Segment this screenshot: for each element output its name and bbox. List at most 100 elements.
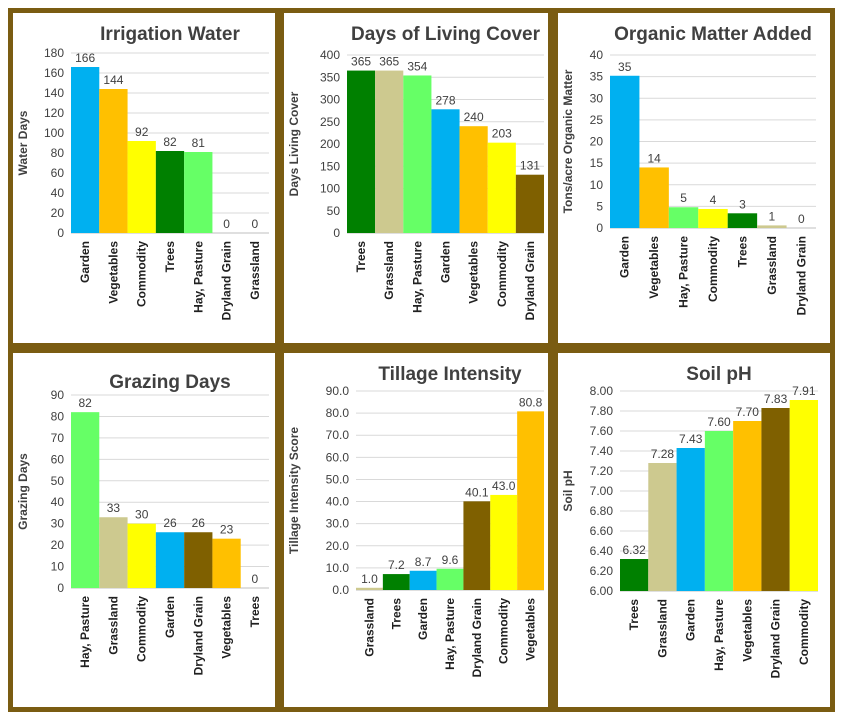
- data-label: 40.1: [465, 485, 489, 499]
- y-tick-label: 80.0: [326, 406, 350, 420]
- y-tick-label: 50: [327, 204, 341, 218]
- data-label: 7.83: [764, 392, 788, 406]
- bar-garden: [155, 532, 185, 588]
- chart-title: Irrigation Water: [100, 24, 240, 45]
- x-category-label: Trees: [354, 241, 368, 273]
- data-label: 278: [435, 93, 455, 107]
- chart-panel-tillage-intensity: Tillage Intensity 0.0 10.0 20.0 30.0 40.0 50.0…: [279, 348, 553, 712]
- data-label: 14: [647, 151, 661, 165]
- bar-commodity: [698, 208, 728, 228]
- data-label: 7.2: [388, 558, 405, 572]
- data-label: 81: [192, 136, 206, 150]
- y-tick-label: 400: [320, 48, 340, 62]
- y-tick-label: 90: [51, 388, 65, 402]
- x-category-label: Trees: [163, 241, 177, 273]
- x-category-label: Vegetables: [220, 596, 234, 659]
- bar-dryland-grain: [463, 501, 491, 590]
- chart-panel-soil-ph: Soil pH 6.00 6.20 6.40 6.60 6.80 7.00 7.20 7.40 7…: [553, 348, 835, 712]
- chart-days-of-living-cover: Days of Living Cover 0 50 100 150 200 250 300 35…: [287, 24, 544, 320]
- data-label: 365: [351, 55, 371, 69]
- y-axis-label: Water Days: [16, 110, 30, 175]
- bar-hay-pasture: [403, 75, 432, 233]
- bar-vegetables: [212, 538, 241, 588]
- data-label: 1.0: [361, 572, 378, 586]
- x-category-label: Garden: [163, 596, 177, 638]
- x-category-label: Commodity: [706, 236, 720, 302]
- bar-hay-pasture: [704, 431, 734, 591]
- bar-hay-pasture: [668, 207, 699, 228]
- y-tick-label: 0: [57, 226, 64, 240]
- y-tick-label: 6.20: [590, 564, 614, 578]
- y-tick-label: 35: [590, 70, 604, 84]
- chart-tillage-intensity: Tillage Intensity 0.0 10.0 20.0 30.0 40.0 50.0…: [287, 364, 544, 677]
- bar-hay-pasture: [184, 152, 213, 233]
- x-category-label: Hay, Pasture: [443, 598, 457, 670]
- bar-grassland: [757, 225, 787, 228]
- x-category-label: Trees: [248, 596, 262, 628]
- y-tick-label: 40: [590, 48, 604, 62]
- data-label: 35: [618, 60, 632, 74]
- y-tick-label: 10.0: [326, 561, 350, 575]
- bar-vegetables: [99, 89, 128, 233]
- chart-panel-grazing-days: Grazing Days 0 10 20 30 40 50 60 70 80 90 Grazing D…: [8, 348, 280, 712]
- bar-grassland: [356, 587, 383, 590]
- y-tick-label: 40: [51, 186, 65, 200]
- chart-soil-ph: Soil pH 6.00 6.20 6.40 6.60 6.80 7.00 7.20 7.40 7…: [561, 364, 818, 678]
- y-tick-label: 0: [57, 581, 64, 595]
- y-tick-label: 7.80: [590, 404, 614, 418]
- bar-vegetables: [459, 126, 488, 233]
- data-label: 43.0: [492, 479, 516, 493]
- y-axis-label: Tons/acre Organic Matter: [561, 69, 575, 213]
- y-tick-label: 140: [44, 86, 64, 100]
- x-category-label: Grassland: [106, 596, 120, 655]
- x-category-label: Grassland: [655, 599, 669, 658]
- bar-vegetables: [517, 411, 544, 590]
- x-category-label: Commodity: [495, 241, 509, 307]
- data-label: 7.60: [707, 415, 731, 429]
- y-tick-label: 80: [51, 146, 65, 160]
- y-tick-label: 6.60: [590, 524, 614, 538]
- bar-dryland-grain: [515, 174, 544, 233]
- y-tick-label: 70: [51, 431, 65, 445]
- x-category-label: Hay, Pasture: [410, 241, 424, 313]
- bar-trees: [347, 70, 376, 233]
- data-label: 82: [78, 396, 92, 410]
- bar-trees: [155, 151, 185, 233]
- x-category-label: Dryland Grain: [191, 596, 205, 675]
- y-tick-label: 40: [51, 495, 65, 509]
- data-label: 1: [769, 209, 776, 223]
- x-category-label: Dryland Grain: [769, 599, 783, 678]
- y-tick-label: 100: [320, 182, 340, 196]
- y-tick-label: 10: [51, 560, 65, 574]
- chart-grazing-days: Grazing Days 0 10 20 30 40 50 60 70 80 90 Grazing D…: [16, 372, 269, 675]
- y-tick-label: 20: [51, 538, 65, 552]
- data-label: 7.28: [651, 447, 675, 461]
- bar-grassland: [648, 463, 677, 591]
- bar-commodity: [789, 400, 818, 591]
- bar-trees: [620, 559, 649, 591]
- x-category-label: Garden: [416, 598, 430, 640]
- bar-hay-pasture: [436, 568, 464, 590]
- x-category-label: Commodity: [135, 596, 149, 662]
- x-category-label: Hay, Pasture: [712, 599, 726, 671]
- data-label: 30: [135, 508, 149, 522]
- bar-garden: [71, 67, 100, 233]
- data-label: 203: [492, 127, 512, 141]
- x-category-label: Dryland Grain: [220, 241, 234, 320]
- bar-garden: [610, 75, 640, 228]
- y-axis-label: Soil pH: [561, 470, 575, 511]
- bar-garden: [431, 109, 460, 233]
- y-axis-label: Tillage Intensity Score: [287, 427, 301, 554]
- data-label: 33: [107, 501, 121, 515]
- x-category-label: Dryland Grain: [523, 241, 537, 320]
- chart-title: Tillage Intensity: [378, 364, 522, 385]
- x-category-label: Garden: [684, 599, 698, 641]
- x-category-label: Hay, Pasture: [677, 236, 691, 308]
- y-tick-label: 20: [51, 206, 65, 220]
- y-tick-label: 30: [51, 517, 65, 531]
- y-tick-label: 350: [320, 70, 340, 84]
- y-tick-label: 25: [590, 113, 604, 127]
- y-tick-label: 60: [51, 166, 65, 180]
- bar-dryland-grain: [184, 532, 213, 588]
- chart-organic-matter-added: Organic Matter Added0510152025303540Tons…: [561, 24, 816, 315]
